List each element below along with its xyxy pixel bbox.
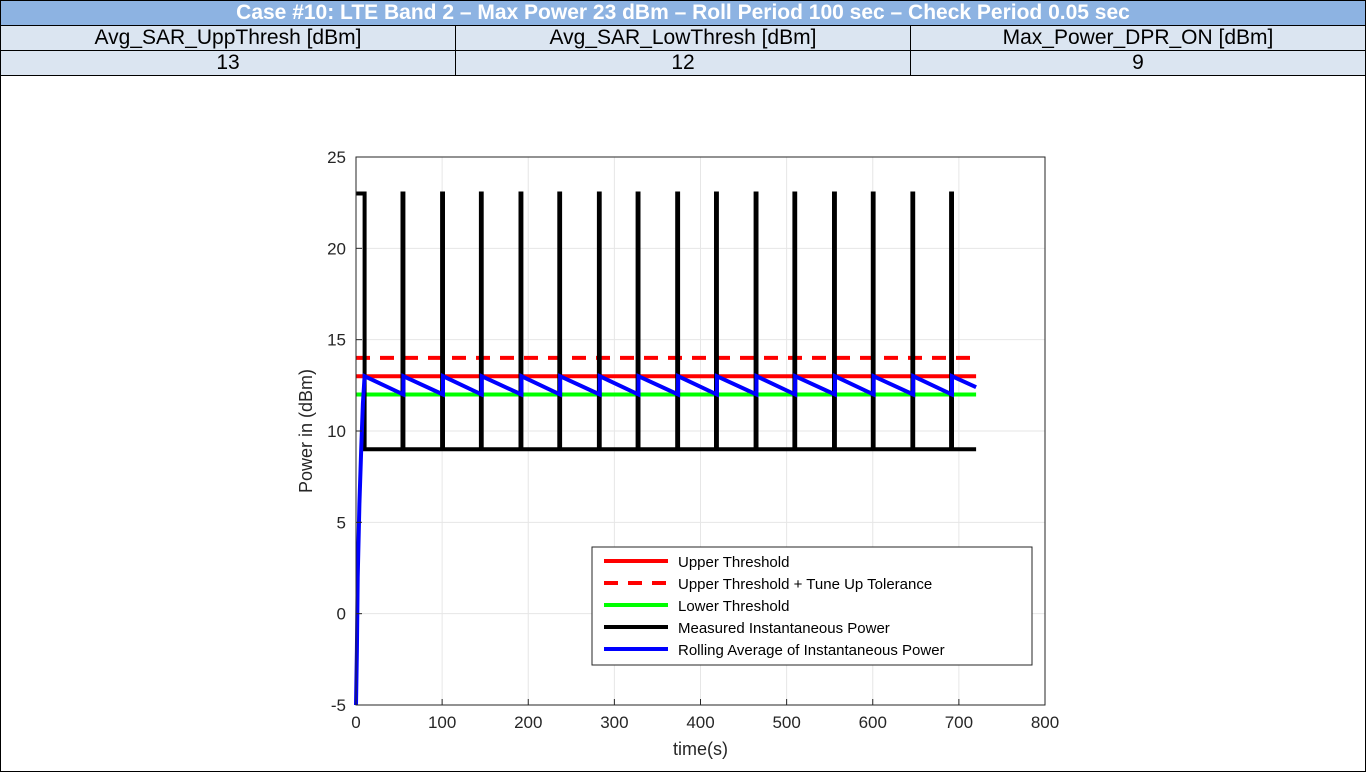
x-tick-label-2: 200 <box>514 713 542 732</box>
y-tick-label-3: 10 <box>327 422 346 441</box>
x-tick-label-1: 100 <box>428 713 456 732</box>
legend-label-lower-threshold: Lower Threshold <box>678 598 789 615</box>
y-tick-label-2: 5 <box>337 513 346 532</box>
legend: Upper Threshold Upper Threshold + Tune Up… <box>591 546 1033 666</box>
legend-label-rolling-average-of-instantaneous-power: Rolling Average of Instantaneous Power <box>678 642 945 659</box>
axes-layer: 0 100 200 300 400 500 600 700 800 -5 0 5 10 15 20 25 tim… <box>296 148 1059 759</box>
y-tick-label-5: 20 <box>327 239 346 258</box>
col-header-max-power: Max_Power_DPR_ON [dBm] <box>910 25 1366 51</box>
value-low-thresh: 12 <box>455 50 911 76</box>
series-rolling-average-of-instantaneous-power <box>354 373 977 706</box>
y-axis-label: Power in (dBm) <box>296 369 316 493</box>
series-measured-instantaneous-power <box>356 191 977 452</box>
x-tick-label-4: 400 <box>686 713 714 732</box>
case-header-table: Case #10: LTE Band 2 – Max Power 23 dBm … <box>0 0 1366 76</box>
x-tick-label-7: 700 <box>945 713 973 732</box>
legend-label-upper-threshold-tune-up-tolerance: Upper Threshold + Tune Up Tolerance <box>678 576 932 593</box>
value-upp-thresh: 13 <box>0 50 456 76</box>
x-tick-label-8: 800 <box>1031 713 1059 732</box>
y-tick-label-1: 0 <box>337 605 346 624</box>
y-tick-label-0: -5 <box>331 696 346 715</box>
col-header-upp-thresh: Avg_SAR_UppThresh [dBm] <box>0 25 456 51</box>
legend-label-measured-instantaneous-power: Measured Instantaneous Power <box>678 620 890 637</box>
x-tick-label-0: 0 <box>351 713 360 732</box>
legend-label-upper-threshold: Upper Threshold <box>678 554 789 571</box>
y-tick-label-6: 25 <box>327 148 346 167</box>
value-max-power: 9 <box>910 50 1366 76</box>
data-layer <box>354 191 977 706</box>
x-tick-label-6: 600 <box>859 713 887 732</box>
x-axis-label: time(s) <box>673 739 728 759</box>
y-tick-label-4: 15 <box>327 331 346 350</box>
x-tick-label-5: 500 <box>772 713 800 732</box>
x-tick-label-3: 300 <box>600 713 628 732</box>
